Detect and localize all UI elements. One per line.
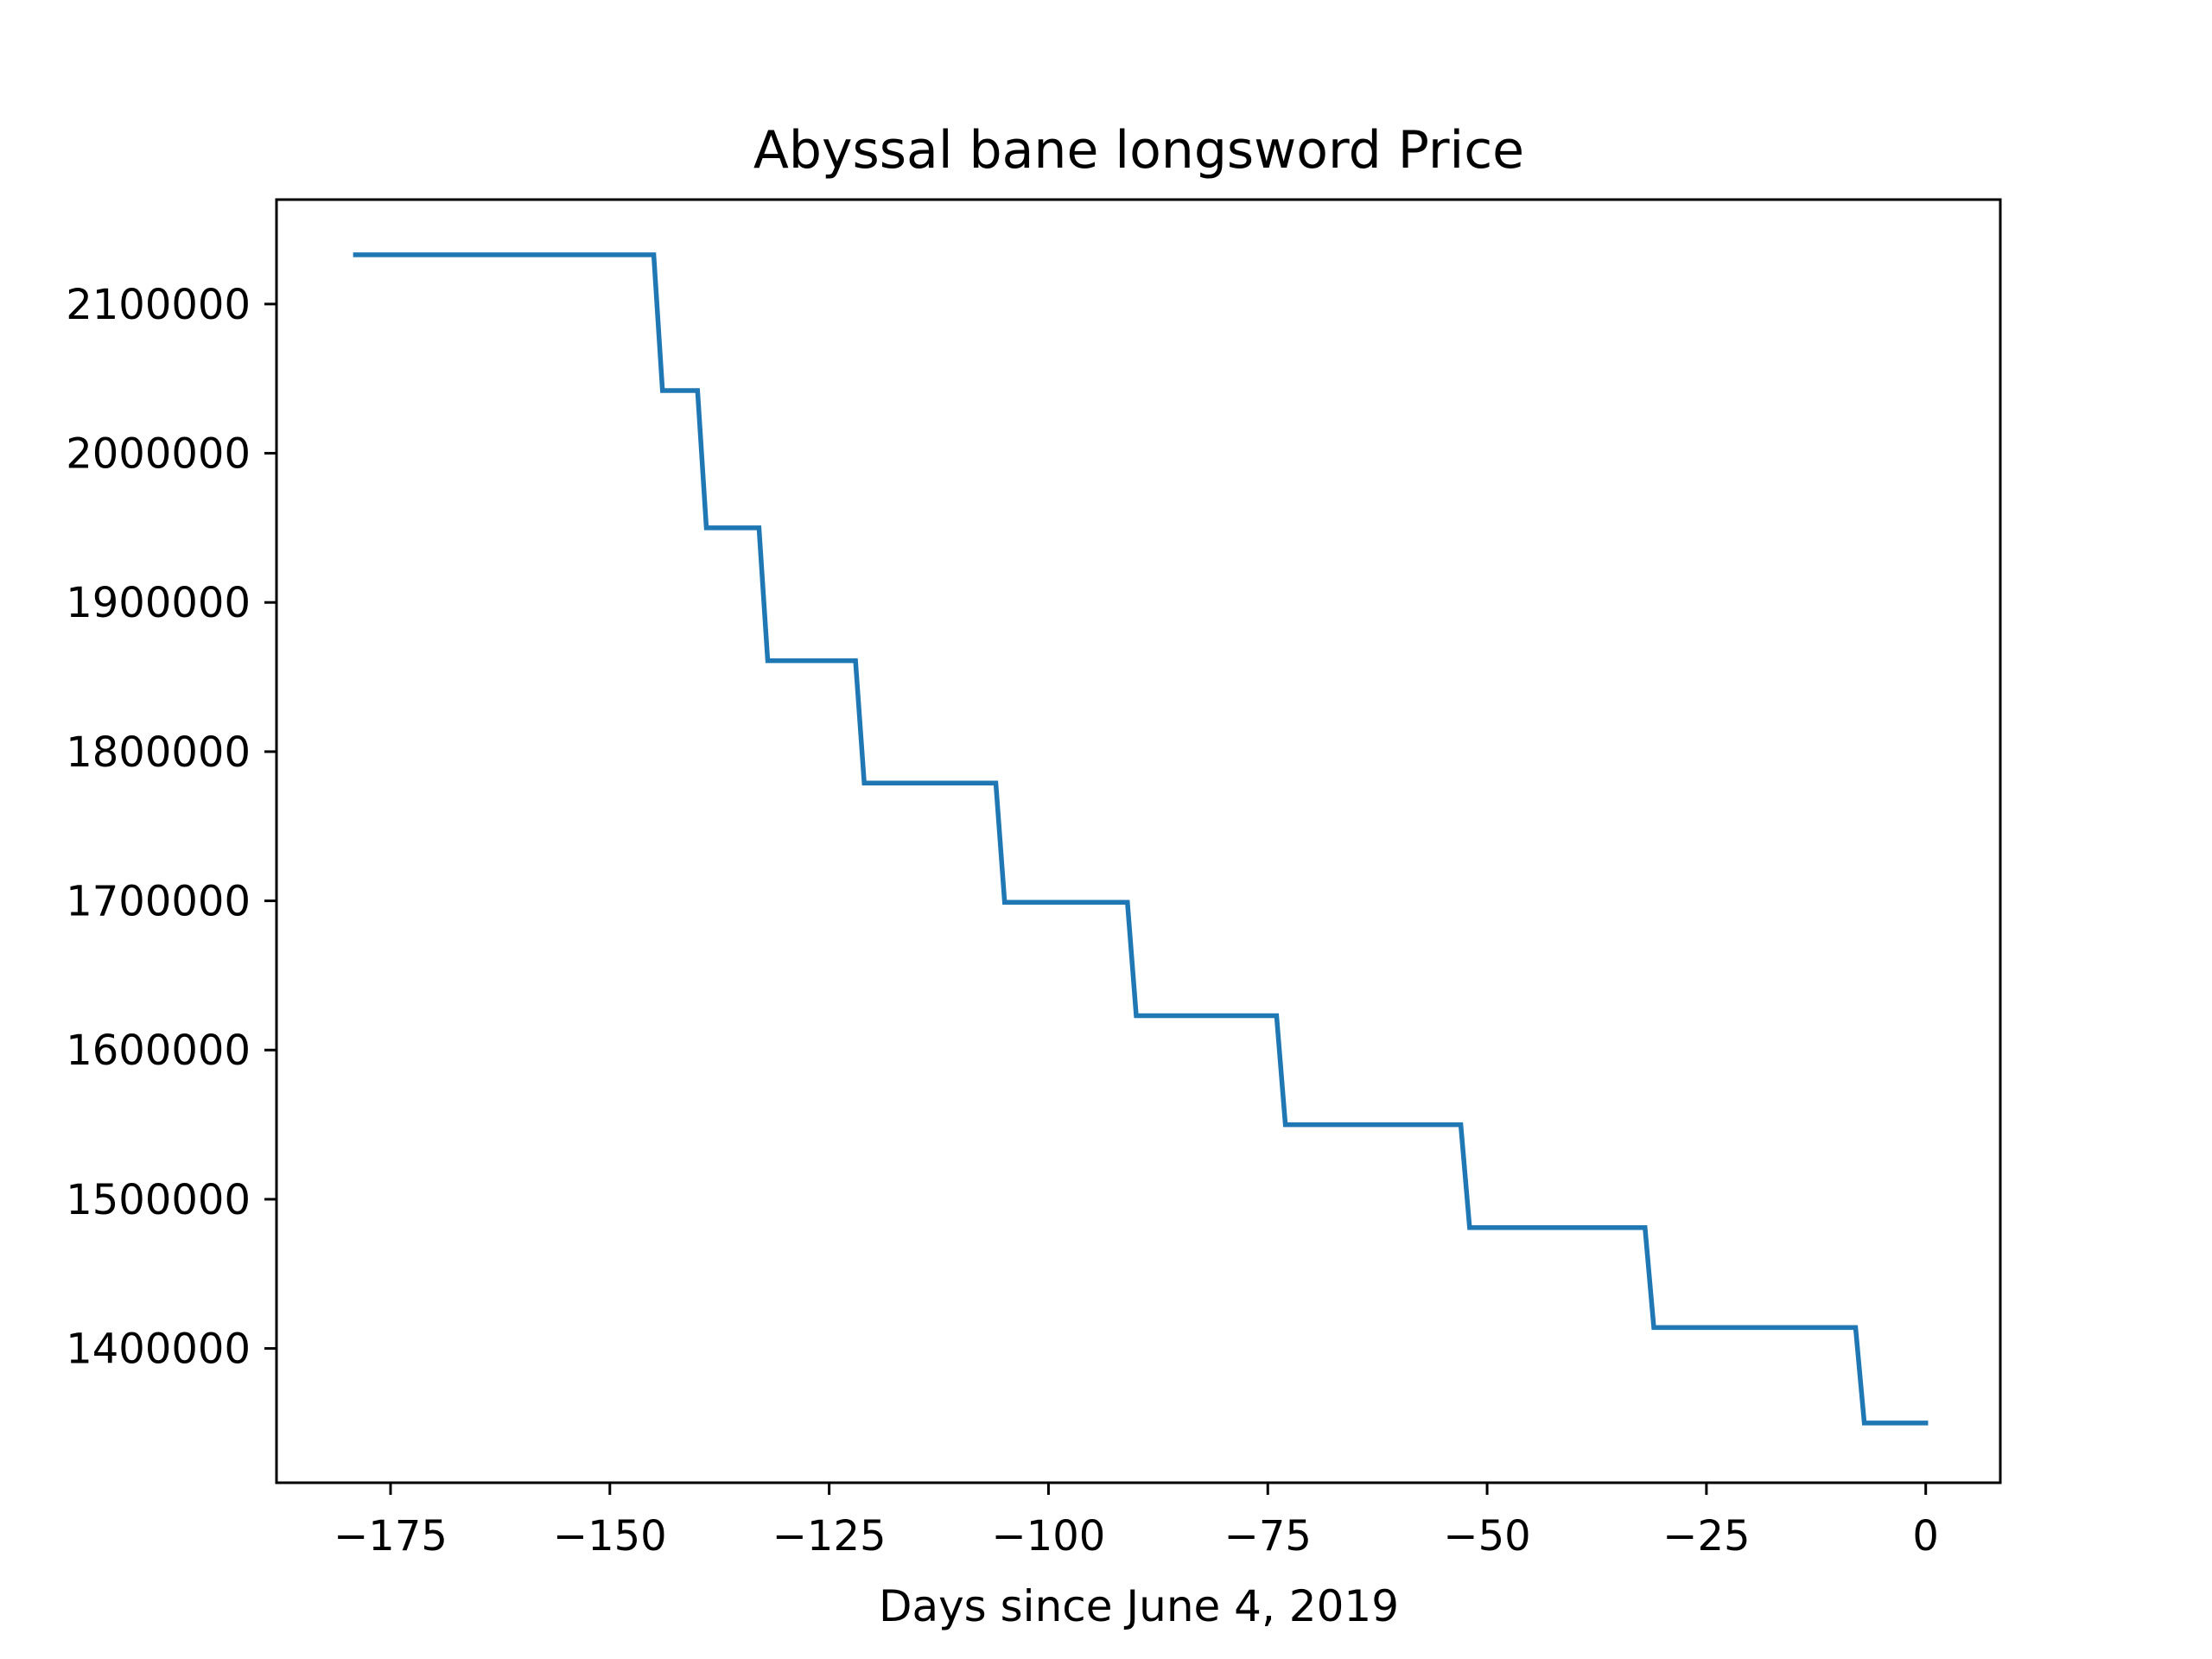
plot-frame [275, 198, 2002, 1484]
y-tick-label: 2000000 [66, 430, 251, 479]
series-line-0 [353, 252, 1929, 1426]
x-tick-label: −150 [553, 1512, 667, 1560]
y-tick-label: 1700000 [66, 878, 251, 926]
y-tick-label: 1600000 [66, 1027, 251, 1075]
x-tick-label: −175 [334, 1512, 448, 1560]
x-axis-title: Days since June 4, 2019 [879, 1581, 1399, 1631]
y-tick-label: 1500000 [66, 1176, 251, 1224]
x-tick-label: 0 [1912, 1512, 1939, 1560]
y-axis-ticks: 1400000 1500000 1600000 1700000 1800000 19000… [66, 281, 276, 1374]
x-axis-ticks: −175 −150 −125 −100 −75 −50 −25 0 [334, 1483, 1939, 1560]
y-tick-label: 1400000 [66, 1325, 251, 1374]
x-tick-label: −50 [1443, 1512, 1530, 1560]
x-tick-label: −75 [1224, 1512, 1312, 1560]
y-tick-label: 1900000 [66, 579, 251, 627]
x-tick-label: −25 [1662, 1512, 1750, 1560]
y-tick-label: 1800000 [66, 728, 251, 777]
x-tick-label: −100 [992, 1512, 1106, 1560]
x-tick-label: −125 [772, 1512, 887, 1560]
chart-title: Abyssal bane longsword Price [753, 120, 1524, 181]
series-layer [353, 252, 1929, 1426]
y-tick-label: 2100000 [66, 281, 251, 329]
